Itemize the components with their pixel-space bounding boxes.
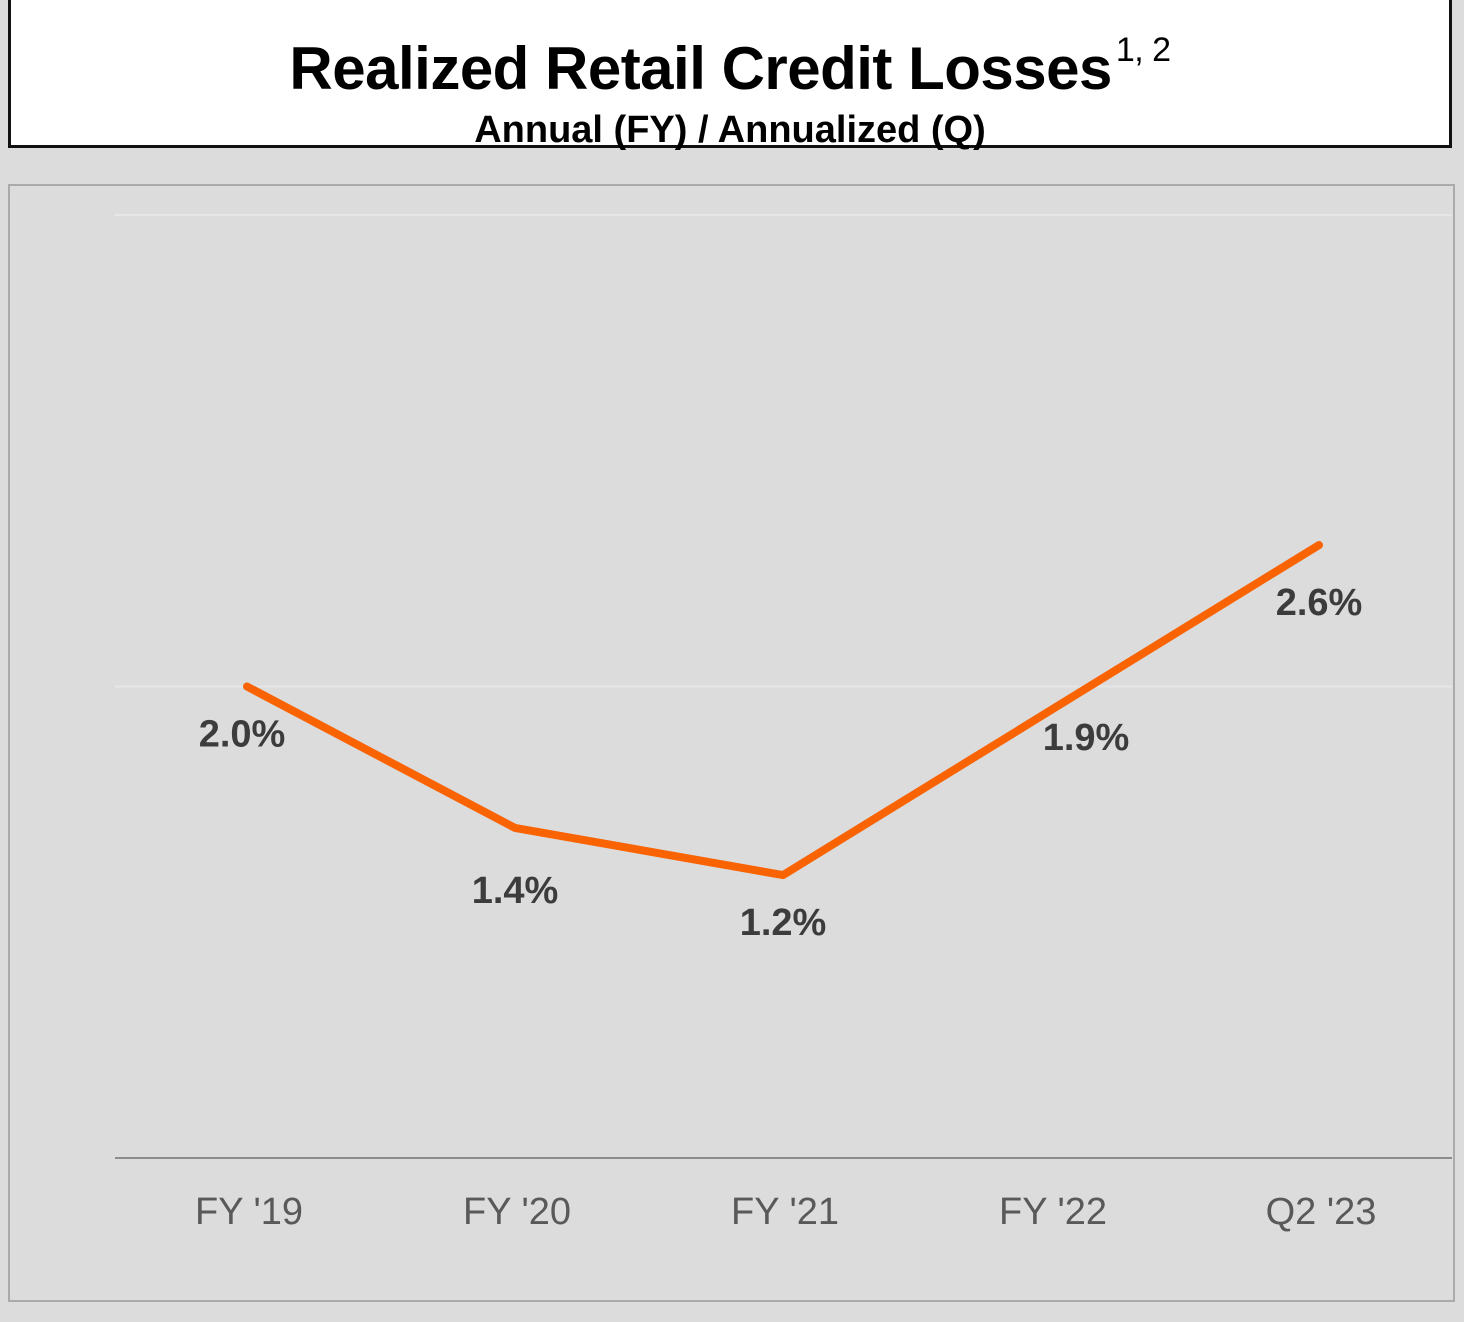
chart-panel-border [8,184,1455,1302]
x-tick-label-2: FY '21 [731,1191,839,1233]
data-label-1: 1.4% [472,870,559,912]
x-tick-label-0: FY '19 [195,1191,303,1233]
x-tick-label-4: Q2 '23 [1266,1191,1377,1233]
gridlines [115,214,1452,688]
x-tick-labels: FY '19 FY '20 FY '21 FY '22 Q2 '23 [195,1191,1376,1233]
data-label-0: 2.0% [199,714,286,756]
data-label-3: 1.9% [1043,717,1130,759]
chart-title: Realized Retail Credit Losses 1, 2 [11,17,1449,102]
series-line [243,541,1323,880]
chart-subtitle: Annual (FY) / Annualized (Q) [474,109,986,151]
data-labels: 2.0% 1.4% 1.2% 1.9% 2.6% [199,582,1363,944]
data-label-4: 2.6% [1276,582,1363,624]
chart-header: Realized Retail Credit Losses 1, 2 Annual… [8,0,1452,151]
x-tick-label-3: FY '22 [999,1191,1107,1233]
x-tick-label-1: FY '20 [463,1191,571,1233]
data-label-2: 1.2% [740,902,827,944]
chart-title-text: Realized Retail Credit Losses [289,35,1112,102]
title-footnote-refs: 1, 2 [1115,31,1171,69]
